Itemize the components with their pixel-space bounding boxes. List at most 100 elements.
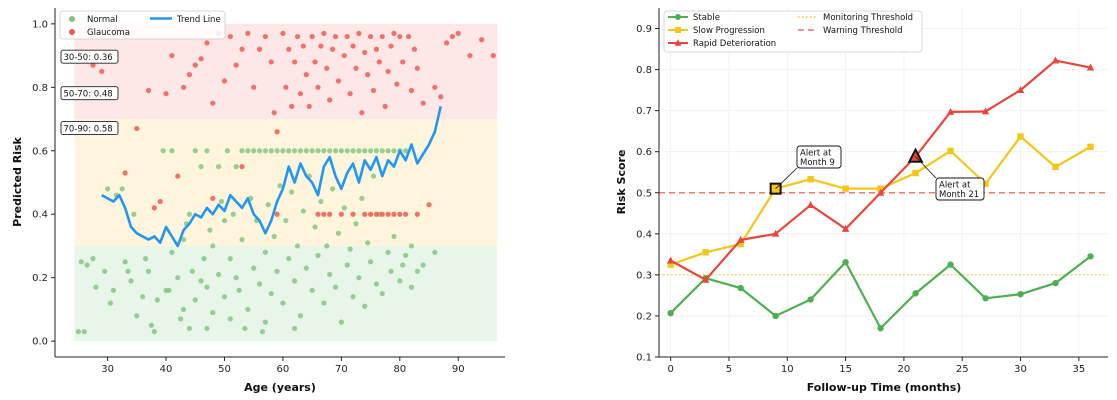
normal-point: [347, 246, 353, 252]
legend-series-label: Slow Progression: [693, 26, 765, 36]
glaucoma-point: [479, 37, 485, 43]
glaucoma-point: [324, 65, 330, 71]
alert-arrow: [915, 156, 937, 179]
left-y-tick-label: 0.4: [32, 210, 48, 221]
glaucoma-point: [373, 211, 380, 217]
glaucoma-point: [227, 33, 233, 40]
glaucoma-point: [292, 59, 298, 65]
glaucoma-point: [321, 211, 327, 217]
normal-point: [166, 287, 172, 293]
normal-point: [362, 303, 368, 309]
glaucoma-point: [359, 110, 365, 116]
normal-point: [81, 329, 87, 335]
series-point: [667, 261, 674, 268]
normal-point: [207, 227, 213, 233]
normal-point: [373, 148, 380, 154]
glaucoma-point: [309, 33, 315, 40]
series-line: [669, 255, 1092, 330]
normal-point: [84, 262, 90, 268]
glaucoma-point: [490, 52, 496, 59]
normal-point: [230, 211, 236, 217]
series-point: [771, 229, 780, 237]
glaucoma-point: [449, 33, 456, 40]
right-y-tick-label: 0.4: [636, 229, 652, 240]
normal-point: [251, 265, 257, 271]
normal-point: [236, 287, 242, 293]
normal-point: [420, 262, 426, 268]
normal-point: [125, 268, 131, 274]
glaucoma-point: [455, 30, 461, 36]
glaucoma-point: [289, 103, 295, 109]
normal-point: [154, 297, 160, 303]
glaucoma-point: [245, 30, 251, 36]
normal-point: [245, 148, 251, 154]
normal-point: [280, 148, 286, 154]
glaucoma-point: [163, 91, 169, 97]
glaucoma-point: [365, 72, 371, 78]
normal-point: [227, 256, 233, 262]
normal-point: [309, 148, 315, 154]
left-y-axis-label: Predicted Risk: [11, 136, 24, 226]
glaucoma-point: [362, 49, 368, 56]
normal-point: [294, 243, 301, 249]
normal-point: [198, 278, 204, 284]
normal-point: [385, 148, 391, 154]
normal-point: [239, 148, 245, 154]
normal-point: [102, 268, 108, 274]
left-x-tick-label: 40: [160, 364, 173, 375]
threshold-lines: [659, 192, 1108, 276]
normal-point: [297, 148, 304, 154]
glaucoma-point: [122, 170, 128, 176]
normal-point: [274, 148, 280, 154]
glaucoma-point: [382, 103, 388, 109]
glaucoma-point: [414, 65, 420, 71]
left-x-tick-label: 30: [101, 364, 114, 375]
normal-point: [303, 148, 309, 154]
normal-point: [216, 271, 222, 278]
series-point: [737, 284, 744, 292]
normal-point: [283, 217, 289, 224]
left-x-tick-label: 80: [393, 364, 406, 375]
series-stable: [667, 253, 1094, 332]
series-point: [1052, 279, 1059, 287]
normal-point: [239, 237, 245, 243]
normal-point: [210, 243, 216, 249]
normal-point: [221, 294, 228, 300]
normal-point: [344, 262, 350, 268]
glaucoma-point: [344, 33, 350, 40]
right-x-axis-label: Follow-up Time (months): [807, 381, 962, 394]
normal-point: [268, 290, 274, 297]
trend-line: [101, 106, 442, 248]
series-point: [842, 258, 849, 266]
glaucoma-point: [315, 84, 321, 90]
normal-point: [274, 268, 280, 274]
normal-point: [353, 221, 359, 227]
age-group-box: [60, 86, 119, 101]
series-point: [877, 325, 884, 332]
left-y-tick-label: 1.0: [32, 19, 48, 30]
series-point: [1051, 56, 1060, 64]
legend-glaucoma-label: Glaucoma: [87, 28, 130, 38]
normal-points: [75, 148, 438, 335]
normal-point: [388, 268, 394, 274]
normal-point: [245, 306, 251, 313]
normal-point: [221, 217, 228, 224]
normal-point: [142, 256, 149, 262]
legend-series-label: Stable: [693, 13, 720, 23]
glaucoma-point: [262, 33, 268, 40]
glaucoma-point: [233, 62, 239, 68]
normal-point: [134, 313, 140, 319]
normal-point: [321, 300, 327, 306]
normal-point: [356, 148, 362, 154]
normal-point: [365, 240, 371, 246]
normal-point: [265, 202, 271, 208]
glaucoma-point: [335, 78, 342, 84]
risk-band-2: [74, 23, 498, 120]
age-group-box: [60, 121, 119, 136]
series-point: [877, 185, 884, 192]
normal-point: [367, 259, 374, 265]
normal-point: [128, 278, 134, 284]
glaucoma-point: [327, 211, 333, 217]
glaucoma-point: [350, 43, 356, 49]
